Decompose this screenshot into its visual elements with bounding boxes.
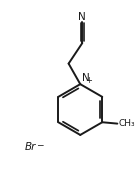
Text: N: N: [78, 12, 86, 21]
Text: N: N: [82, 73, 90, 83]
Text: CH₃: CH₃: [119, 119, 136, 128]
Text: +: +: [85, 76, 92, 85]
Text: Br: Br: [25, 142, 37, 152]
Text: −: −: [36, 140, 44, 149]
